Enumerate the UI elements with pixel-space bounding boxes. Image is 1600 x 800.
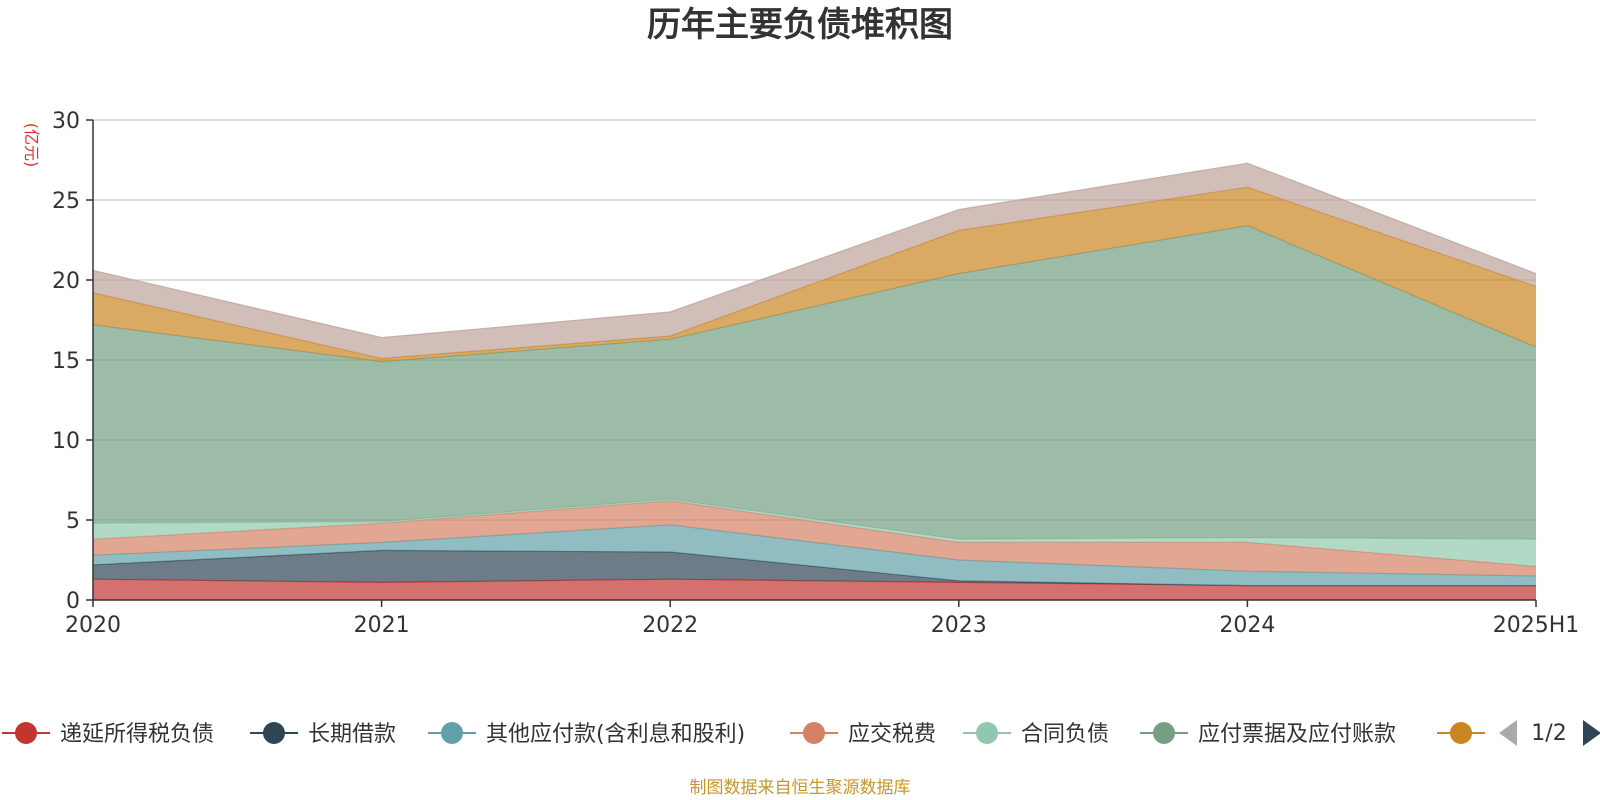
y-tick-label: 10	[52, 429, 80, 454]
legend-pager: 1/2	[1499, 720, 1600, 746]
legend-marker-icon	[263, 722, 285, 744]
legend-item[interactable]: 其他应付款(含利息和股利)	[428, 722, 745, 747]
chart-title: 历年主要负债堆积图	[647, 5, 953, 45]
y-tick-label: 15	[52, 349, 80, 374]
area-series-1	[93, 550, 1536, 586]
legend-item[interactable]: 递延所得税负债	[2, 722, 214, 747]
x-tick-label: 2021	[354, 613, 410, 638]
area-series-6	[93, 187, 1536, 362]
legend-marker-icon	[1153, 722, 1175, 744]
legend-label: 合同负债	[1021, 722, 1109, 747]
legend-label: 应付票据及应付账款	[1198, 722, 1396, 747]
line-series-7	[92, 162, 1537, 339]
y-tick-label: 25	[52, 189, 80, 214]
x-tick-label: 2022	[642, 613, 698, 638]
x-tick-label: 2024	[1219, 613, 1275, 638]
legend-marker-icon	[441, 722, 463, 744]
y-tick-label: 0	[66, 589, 80, 614]
y-tick-label: 5	[66, 509, 80, 534]
x-tick-label: 2023	[931, 613, 987, 638]
legend-item[interactable]: 应付票据及应付账款	[1140, 722, 1396, 747]
legend-marker-icon	[803, 722, 825, 744]
legend-label: 递延所得税负债	[60, 722, 214, 747]
legend-item[interactable]: 长期借款	[250, 722, 396, 747]
legend-label: 应交税费	[848, 722, 936, 747]
y-tick-label: 30	[52, 109, 80, 134]
line-series-6	[92, 186, 1537, 360]
y-axis-unit-label: (亿元)	[22, 123, 41, 168]
legend-marker-icon	[1450, 722, 1472, 744]
plot-areas	[92, 162, 1537, 600]
data-source-note: 制图数据来自恒生聚源数据库	[690, 778, 911, 798]
axes: 0 5 10 15 20 25 30 2020 2021 2022 2023 2024 2025H1	[52, 109, 1579, 638]
area-series-5	[93, 225, 1536, 540]
legend-label: 长期借款	[308, 722, 396, 747]
area-series-3	[93, 500, 1536, 576]
legend: 递延所得税负债 长期借款 其他应付款(含利息和股利) 应交税费 合同负债 应付票据及应付账…	[2, 722, 1485, 747]
x-tick-label: 2025H1	[1493, 613, 1580, 638]
legend-label: 其他应付款(含利息和股利)	[486, 722, 745, 747]
legend-item[interactable]	[1437, 722, 1485, 744]
x-tick-label: 2020	[65, 613, 121, 638]
legend-marker-icon	[976, 722, 998, 744]
legend-item[interactable]: 应交税费	[790, 722, 936, 747]
legend-marker-icon	[15, 722, 37, 744]
next-page-icon[interactable]	[1583, 720, 1600, 746]
legend-item[interactable]: 合同负债	[963, 722, 1109, 747]
area-series-0	[93, 579, 1536, 600]
prev-page-icon[interactable]	[1499, 720, 1517, 746]
area-series-2	[93, 524, 1536, 586]
legend-page-indicator: 1/2	[1531, 721, 1566, 746]
y-tick-label: 20	[52, 269, 80, 294]
